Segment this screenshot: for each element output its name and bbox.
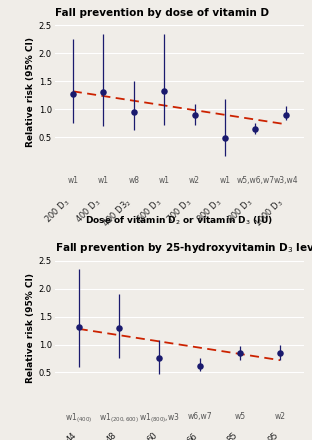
- Point: [278, 349, 283, 356]
- Text: w3,w4: w3,w4: [274, 176, 298, 185]
- X-axis label: Dose of vitamin D$_2$ or vitamin D$_3$ (IU): Dose of vitamin D$_2$ or vitamin D$_3$ (…: [85, 214, 273, 227]
- Text: 200 D$_3$: 200 D$_3$: [42, 196, 73, 226]
- Text: w1: w1: [220, 176, 231, 185]
- Text: w1$_{(200,600)}$: w1$_{(200,600)}$: [99, 411, 139, 425]
- Point: [116, 324, 121, 331]
- Text: w6,w7: w6,w7: [187, 411, 212, 421]
- Text: 44: 44: [65, 431, 79, 440]
- Text: w1$_{(400)}$: w1$_{(400)}$: [65, 411, 92, 425]
- Point: [157, 355, 162, 362]
- Text: 600 D$_3$: 600 D$_3$: [134, 196, 164, 226]
- Point: [283, 112, 288, 119]
- Text: w2: w2: [189, 176, 200, 185]
- Text: Fall prevention by dose of vitamin D: Fall prevention by dose of vitamin D: [55, 7, 269, 18]
- Point: [101, 88, 106, 95]
- Text: w2: w2: [275, 411, 285, 421]
- Text: 400 D$_3$: 400 D$_3$: [73, 196, 103, 226]
- Text: w5: w5: [234, 411, 245, 421]
- Text: 95: 95: [266, 431, 280, 440]
- Text: Fall prevention by 25-hydroxyvitamin D$_3$ level: Fall prevention by 25-hydroxyvitamin D$_…: [55, 241, 312, 255]
- Point: [131, 109, 136, 116]
- Text: 66: 66: [186, 431, 200, 440]
- Text: 700 D$_3$: 700 D$_3$: [164, 196, 195, 226]
- Point: [253, 126, 258, 133]
- Text: 800 D$_3$: 800 D$_3$: [225, 196, 256, 226]
- Point: [237, 350, 242, 357]
- Text: 1000 D$_3$: 1000 D$_3$: [252, 196, 286, 230]
- Y-axis label: Relative risk (95% CI): Relative risk (95% CI): [26, 37, 35, 147]
- Point: [222, 134, 227, 141]
- Text: w1: w1: [98, 176, 109, 185]
- Point: [76, 323, 81, 330]
- Point: [197, 362, 202, 369]
- Point: [162, 87, 167, 94]
- Text: w5,w6,w7: w5,w6,w7: [236, 176, 275, 185]
- Text: 800 D$_3$: 800 D$_3$: [195, 196, 225, 226]
- Text: w1: w1: [159, 176, 170, 185]
- Point: [71, 90, 76, 97]
- Text: 85: 85: [226, 431, 240, 440]
- Text: w1: w1: [67, 176, 78, 185]
- Point: [192, 112, 197, 119]
- Y-axis label: Relative risk (95% CI): Relative risk (95% CI): [26, 273, 35, 383]
- Text: 400 D3$_2$: 400 D3$_2$: [100, 196, 134, 230]
- Text: 60: 60: [145, 431, 159, 440]
- Text: 48: 48: [105, 431, 119, 440]
- Text: w1$_{(800)}$,w3: w1$_{(800)}$,w3: [139, 411, 180, 425]
- Text: w8: w8: [128, 176, 139, 185]
